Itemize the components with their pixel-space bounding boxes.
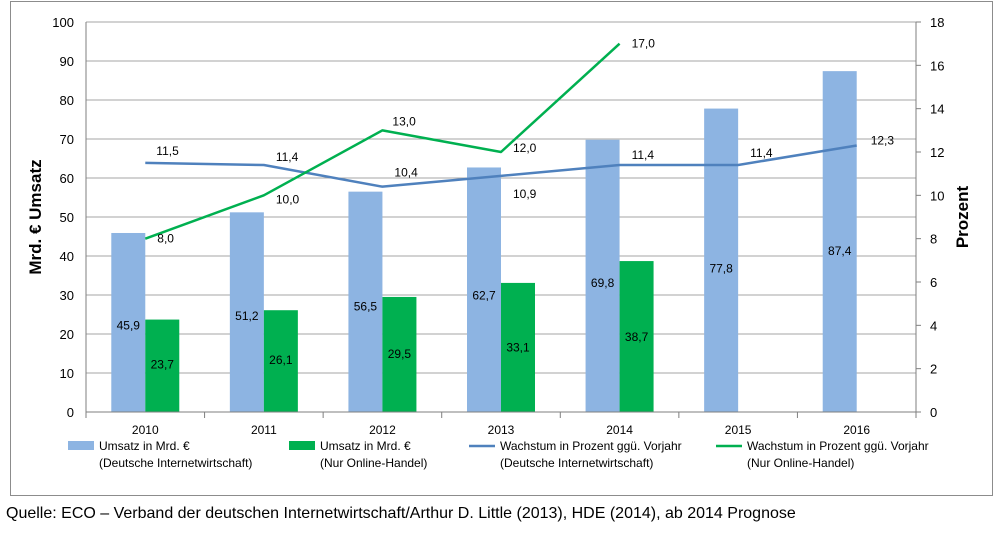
y-tick-label: 10: [60, 366, 74, 381]
legend-label: Umsatz in Mrd. €: [320, 439, 411, 453]
bar-online: [619, 261, 654, 412]
y-tick-label: 70: [60, 132, 74, 147]
series-lines: [144, 42, 857, 240]
bar-total-label: 87,4: [828, 244, 852, 258]
bar-online: [145, 319, 180, 412]
legend-swatch: [68, 441, 94, 450]
bars: [111, 71, 857, 412]
line-online: [144, 42, 621, 240]
y2-tick-label: 12: [930, 145, 944, 160]
legend-sublabel: (Nur Online-Handel): [747, 456, 854, 470]
bar-online-label: 38,7: [625, 330, 649, 344]
y2-tick-label: 16: [930, 58, 944, 73]
legend: Umsatz in Mrd. € (Deutsche Internetwirtsc…: [68, 439, 929, 470]
y2-tick-label: 10: [930, 188, 944, 203]
y-tick-label: 100: [52, 15, 74, 30]
line-total-label: 11,4: [632, 148, 655, 162]
bar-online-label: 26,1: [269, 353, 293, 367]
line-total-label: 10,4: [394, 166, 418, 180]
y-tick-label: 20: [60, 327, 74, 342]
chart-frame: 0 10 20 30 40 50 60 70 80 90 100 0 2 4 6 8 10 12 14 16 18 201…: [10, 1, 993, 496]
x-tick-label: 2014: [606, 423, 633, 437]
line-online-label: 17,0: [632, 37, 656, 51]
line-total-label: 12,3: [871, 134, 895, 148]
line-online-label: 8,0: [157, 232, 174, 246]
legend-sublabel: (Deutsche Internetwirtschaft): [500, 456, 653, 470]
bar-total: [822, 71, 857, 412]
bar-total: [585, 139, 620, 412]
bar-online: [501, 282, 535, 412]
bar-total: [704, 108, 739, 412]
line-total-label: 11,4: [750, 146, 773, 160]
y-tick-label: 60: [60, 171, 74, 186]
line-online-label: 13,0: [392, 114, 416, 128]
legend-sublabel: (Deutsche Internetwirtschaft): [99, 456, 252, 470]
y2-tick-label: 6: [930, 275, 937, 290]
y2-axis-title: Prozent: [953, 185, 972, 248]
line-total-label: 10,9: [513, 187, 537, 201]
source-note: Quelle: ECO – Verband der deutschen Inte…: [6, 505, 796, 522]
y2-tick-label: 18: [930, 15, 944, 30]
axes: 0 10 20 30 40 50 60 70 80 90 100 0 2 4 6 8 10 12 14 16 18 201…: [26, 15, 972, 437]
bar-total-label: 77,8: [709, 261, 733, 275]
y2-tick-label: 4: [930, 318, 937, 333]
line-total: [145, 144, 857, 188]
bar-total: [467, 167, 501, 412]
legend-label: Umsatz in Mrd. €: [99, 439, 190, 453]
y-tick-label: 0: [67, 405, 74, 420]
data-labels: 45,9 51,2 56,5 62,7 69,8 77,8 87,4 23,7 26,1 29,5…: [117, 37, 895, 372]
bar-online-label: 33,1: [506, 340, 530, 354]
y-axis-title: Mrd. € Umsatz: [26, 159, 45, 274]
bar-total: [229, 212, 264, 412]
y2-tick-label: 0: [930, 405, 937, 420]
bar-total: [348, 191, 383, 412]
y-tick-label: 30: [60, 288, 74, 303]
x-tick-label: 2010: [132, 423, 159, 437]
x-tick-label: 2016: [843, 423, 870, 437]
x-tick-label: 2012: [369, 423, 396, 437]
line-total-label: 11,4: [276, 150, 299, 164]
x-tick-label: 2011: [251, 423, 277, 437]
legend-label: Wachstum in Prozent ggü. Vorjahr: [747, 439, 929, 453]
y2-tick-label: 2: [930, 362, 937, 377]
y-tick-label: 50: [60, 210, 74, 225]
bar-total-label: 45,9: [117, 319, 141, 333]
y2-tick-label: 8: [930, 232, 937, 247]
legend-swatch: [289, 441, 315, 450]
y-tick-label: 40: [60, 249, 74, 264]
legend-sublabel: (Nur Online-Handel): [320, 456, 427, 470]
bar-online-label: 23,7: [151, 358, 175, 372]
bar-total: [111, 232, 146, 412]
y-tick-label: 80: [60, 93, 74, 108]
combo-chart: 0 10 20 30 40 50 60 70 80 90 100 0 2 4 6 8 10 12 14 16 18 201…: [26, 15, 972, 470]
x-tick-label: 2013: [488, 423, 515, 437]
bar-total-label: 56,5: [354, 300, 378, 314]
bar-online: [382, 296, 417, 412]
x-tick-label: 2015: [725, 423, 752, 437]
y-tick-label: 90: [60, 54, 74, 69]
line-online-label: 12,0: [513, 141, 537, 155]
bar-total-label: 62,7: [472, 289, 496, 303]
bar-online: [263, 310, 298, 412]
bar-total-label: 69,8: [591, 276, 615, 290]
bar-total-label: 51,2: [235, 309, 259, 323]
line-total-label: 11,5: [156, 144, 179, 158]
line-online-label: 10,0: [276, 192, 300, 206]
y2-tick-label: 14: [930, 102, 944, 117]
bar-online-label: 29,5: [388, 347, 412, 361]
legend-label: Wachstum in Prozent ggü. Vorjahr: [500, 439, 682, 453]
